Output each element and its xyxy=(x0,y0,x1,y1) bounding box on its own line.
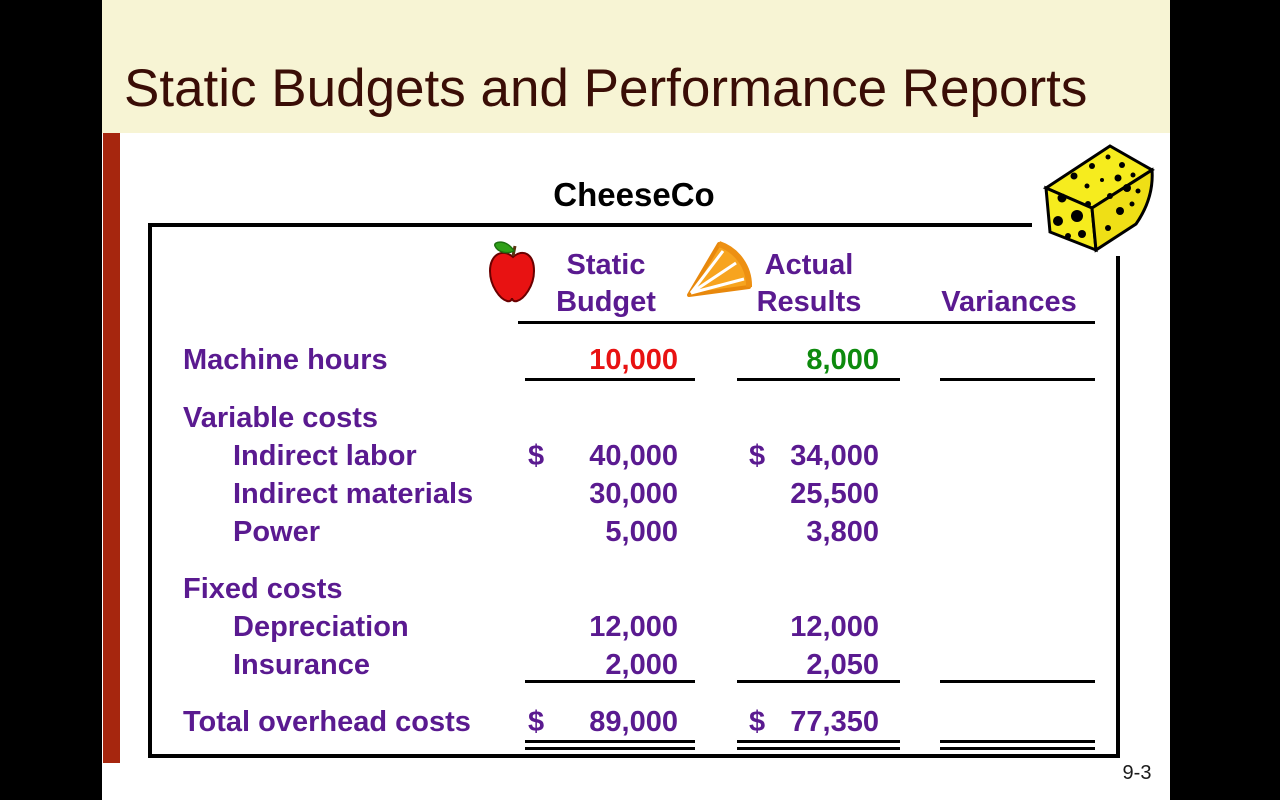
actual-results-value: 2,050 xyxy=(806,649,879,681)
orange-slice-icon xyxy=(687,241,753,297)
static-budget-value: 2,000 xyxy=(605,649,678,681)
red-accent-bar xyxy=(103,133,120,763)
column-header-line: Results xyxy=(756,286,862,318)
actual-results-value: 25,500 xyxy=(790,478,879,510)
underline-static-budget xyxy=(525,378,695,381)
underline-actual-results xyxy=(737,680,900,683)
header-underline xyxy=(518,321,1095,324)
table-row-machine-hours: Machine hours 10,000 8,000 xyxy=(152,342,1116,378)
currency-sign: $ xyxy=(749,706,766,738)
slide-title: Static Budgets and Performance Reports xyxy=(124,59,1088,118)
row-label: Indirect labor xyxy=(233,440,417,472)
currency-sign: $ xyxy=(528,706,545,738)
row-label: Machine hours xyxy=(183,344,388,376)
underline-variances xyxy=(940,680,1095,683)
cheese-icon xyxy=(1032,136,1158,256)
row-label: Total overhead costs xyxy=(183,706,471,738)
static-budget-value: $ 89,000 xyxy=(528,706,678,738)
actual-results-value: 8,000 xyxy=(806,344,879,376)
column-header-line: Static xyxy=(566,249,646,281)
table-row-depreciation: Depreciation 12,000 12,000 xyxy=(152,609,1116,645)
table-row-insurance: Insurance 2,000 2,050 xyxy=(152,647,1116,683)
static-budget-value: 5,000 xyxy=(605,516,678,548)
underline-variances xyxy=(940,378,1095,381)
underline-static-budget xyxy=(525,680,695,683)
table-row-power: Power 5,000 3,800 xyxy=(152,514,1116,550)
table-row-variable-costs: Variable costs xyxy=(152,400,1116,436)
cheese-wedge-icon xyxy=(1042,144,1155,253)
actual-results-value: 3,800 xyxy=(806,516,879,548)
section-label: Variable costs xyxy=(183,402,379,434)
static-budget-value: $ 40,000 xyxy=(528,440,678,472)
static-budget-value: 10,000 xyxy=(589,344,678,376)
budget-table: Static Budget Actual Results Variances M… xyxy=(148,223,1120,758)
company-name: CheeseCo xyxy=(553,176,715,213)
row-label: Depreciation xyxy=(233,611,409,643)
currency-sign: $ xyxy=(528,440,545,472)
column-header-variances: Variances xyxy=(941,286,1077,318)
double-underline-static-budget xyxy=(525,740,695,750)
table-row-fixed-costs: Fixed costs xyxy=(152,571,1116,607)
title-bar: Static Budgets and Performance Reports xyxy=(102,0,1170,133)
static-budget-value: 30,000 xyxy=(589,478,678,510)
double-underline-variances xyxy=(940,740,1095,750)
column-header-line: Budget xyxy=(556,286,656,318)
section-label: Fixed costs xyxy=(183,573,343,605)
apple-icon xyxy=(488,241,536,303)
row-label: Indirect materials xyxy=(233,478,474,510)
table-row-total-overhead: Total overhead costs $ 89,000 $ 77,350 xyxy=(152,704,1116,740)
column-header-static-budget: Static Budget xyxy=(526,247,686,321)
actual-results-value: $ 77,350 xyxy=(749,706,879,738)
currency-sign: $ xyxy=(749,440,766,472)
slide: Static Budgets and Performance Reports C… xyxy=(102,0,1170,800)
underline-actual-results xyxy=(737,378,900,381)
page-number: 9-3 xyxy=(1122,762,1152,784)
row-label: Power xyxy=(233,516,321,548)
column-header-line: Actual xyxy=(764,249,854,281)
row-label: Insurance xyxy=(233,649,370,681)
column-header-actual-results: Actual Results xyxy=(729,247,889,321)
actual-results-value: 12,000 xyxy=(790,611,879,643)
actual-results-value: $ 34,000 xyxy=(749,440,879,472)
static-budget-value: 12,000 xyxy=(589,611,678,643)
table-row-indirect-materials: Indirect materials 30,000 25,500 xyxy=(152,476,1116,512)
double-underline-actual-results xyxy=(737,740,900,750)
table-row-indirect-labor: Indirect labor $ 40,000 $ 34,000 xyxy=(152,438,1116,474)
